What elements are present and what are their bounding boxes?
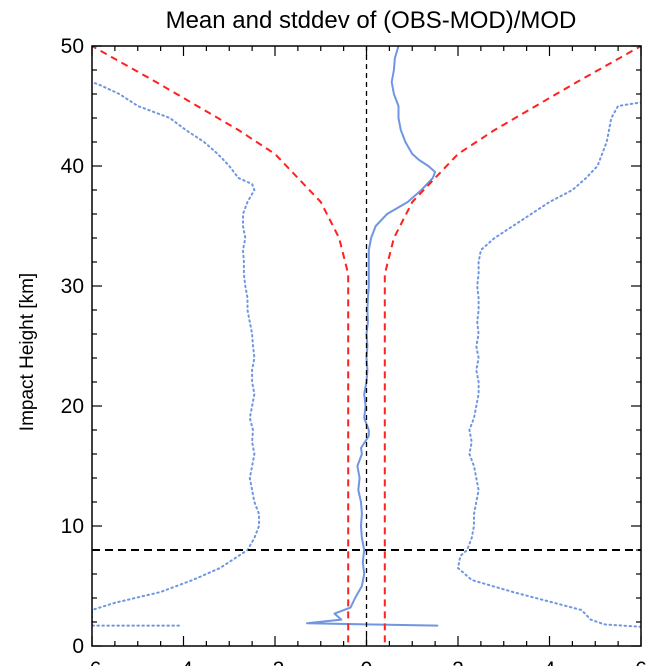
envelope-left-line — [92, 46, 350, 643]
x-tick-label: 4 — [544, 658, 556, 666]
mean-line — [306, 46, 439, 627]
x-tick-label: 0 — [361, 658, 373, 666]
y-tick-label: 0 — [72, 635, 84, 658]
stddev-left-line — [92, 81, 260, 627]
x-tick-label: 6 — [635, 658, 647, 666]
y-tick-label: 30 — [61, 275, 84, 298]
y-axis-label: Impact Height [km] — [17, 273, 38, 431]
stddev-right-line — [457, 101, 641, 628]
y-tick-label: 40 — [61, 155, 84, 178]
envelope-right-line — [383, 46, 641, 643]
y-tick-label: 20 — [61, 395, 84, 418]
y-tick-label: 10 — [61, 515, 84, 538]
x-tick-label: 2 — [452, 658, 464, 666]
axis-ticks: 0 10 20 30 40 50 -6 -4 -2 0 2 4 6 — [61, 35, 647, 666]
y-tick-label: 50 — [61, 35, 84, 58]
chart-title: Mean and stddev of (OBS-MOD)/MOD — [166, 7, 577, 34]
reference-lines — [92, 46, 641, 646]
x-tick-label: -6 — [83, 658, 102, 666]
x-tick-label: -4 — [174, 658, 193, 666]
x-tick-label: -2 — [266, 658, 285, 666]
